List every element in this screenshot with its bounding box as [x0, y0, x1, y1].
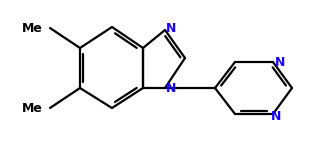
Text: N: N [166, 82, 176, 95]
Text: N: N [275, 56, 286, 69]
Text: N: N [166, 22, 176, 34]
Text: N: N [271, 110, 281, 123]
Text: Me: Me [22, 101, 43, 114]
Text: Me: Me [22, 22, 43, 34]
